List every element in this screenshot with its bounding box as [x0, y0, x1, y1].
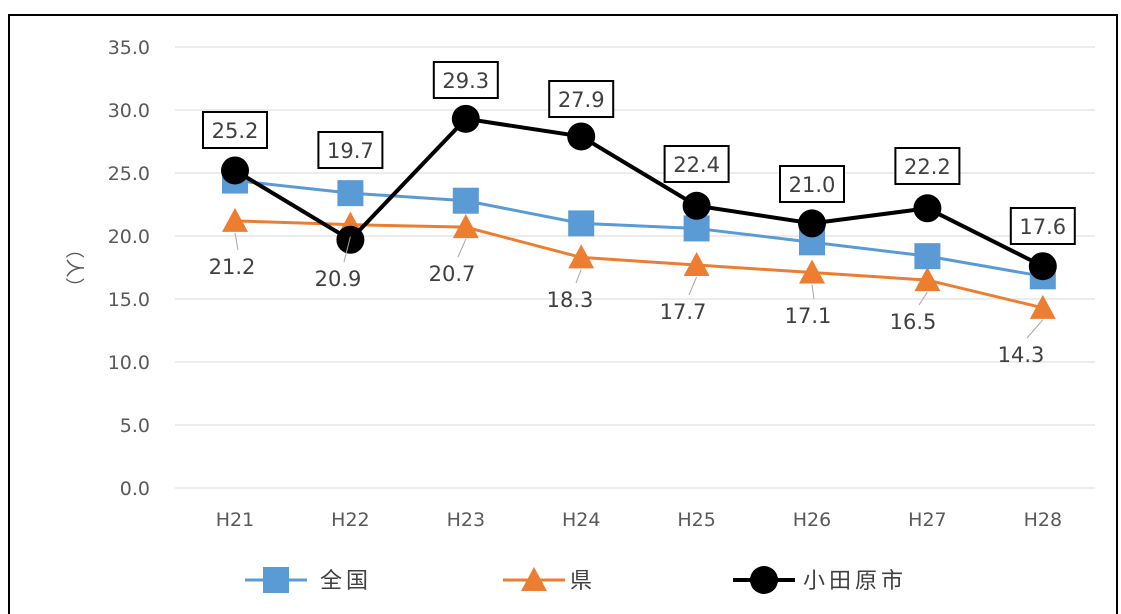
series-1-point: [914, 267, 941, 292]
legend-label-1: 県: [570, 569, 596, 594]
series-2-point: [567, 122, 596, 151]
city-label-box: [894, 147, 961, 185]
series-2-point: [336, 225, 365, 254]
series-0-point: [914, 243, 941, 270]
series-1-point: [222, 207, 248, 232]
x-tick-label: H26: [793, 509, 831, 531]
legend-label-2: 小田原市: [803, 569, 907, 594]
leader-line: [457, 238, 467, 258]
legend-marker-1: [521, 567, 547, 591]
series-1-point: [568, 244, 595, 269]
series-2-point: [451, 104, 480, 133]
pref-data-label: 20.7: [429, 262, 476, 286]
series-line-2: [233, 116, 1044, 269]
city-data-label: 29.3: [442, 69, 489, 93]
x-tick-label: H28: [1024, 509, 1062, 531]
x-tick-label: H27: [908, 509, 946, 531]
city-label-box: [548, 80, 615, 118]
x-tick-label: H25: [677, 509, 715, 531]
series-2-point: [682, 191, 711, 220]
series-line-0: [234, 179, 1044, 278]
city-label-box: [663, 145, 730, 183]
leader-line: [1026, 319, 1044, 339]
y-tick-label: 10.0: [108, 352, 150, 374]
leader-line: [688, 276, 698, 296]
city-data-label: 22.4: [673, 153, 720, 177]
legend-label-0: 全国: [320, 569, 372, 594]
y-tick-label: 30.0: [108, 100, 150, 122]
legend-marker-2: [750, 566, 778, 594]
series-2-point: [798, 209, 826, 238]
series-2-point: [913, 194, 942, 223]
city-label-box: [317, 131, 384, 169]
pref-data-label: 17.7: [660, 300, 707, 324]
city-label-box: [432, 61, 499, 99]
leader-line: [811, 284, 815, 300]
series-0-point: [683, 215, 710, 242]
x-tick-label: H22: [331, 509, 369, 531]
series-line-1: [234, 219, 1044, 310]
city-label-box: [1009, 207, 1076, 245]
pref-data-label: 21.2: [209, 255, 256, 279]
city-label-box: [779, 165, 845, 203]
series-0-point: [337, 180, 364, 207]
y-tick-label: 25.0: [108, 163, 150, 185]
pref-data-label: 20.9: [315, 267, 362, 291]
x-tick-label: H23: [447, 509, 485, 531]
y-tick-label: 15.0: [108, 289, 150, 311]
pref-data-label: 16.5: [890, 310, 937, 334]
leader-line: [918, 291, 928, 306]
city-data-label: 19.7: [327, 139, 374, 163]
series-1-point: [799, 259, 825, 284]
series-0-point: [568, 210, 595, 237]
series-1-point: [683, 251, 710, 276]
x-tick-label: H21: [216, 509, 254, 531]
pref-data-label: 18.3: [547, 288, 594, 312]
series-0-point: [452, 187, 479, 214]
city-data-label: 17.6: [1019, 215, 1066, 239]
leader-line: [343, 236, 351, 263]
y-tick-label: 0.0: [120, 478, 150, 500]
series-1-point: [1029, 294, 1056, 319]
pref-data-label: 17.1: [785, 304, 832, 328]
pref-data-label: 14.3: [998, 343, 1045, 367]
y-axis-title: （人）: [63, 239, 85, 296]
series-2-point: [1028, 252, 1057, 281]
y-tick-label: 35.0: [108, 37, 150, 59]
city-data-label: 22.2: [904, 155, 951, 179]
y-tick-label: 5.0: [120, 415, 150, 437]
city-label-box: [202, 111, 268, 149]
city-data-label: 25.2: [212, 119, 259, 143]
city-data-label: 27.9: [558, 88, 605, 112]
city-data-label: 21.0: [789, 173, 836, 197]
series-1-point: [452, 214, 479, 239]
leader-line: [575, 269, 582, 284]
series-2-point: [221, 156, 249, 185]
legend-marker-0: [263, 567, 289, 593]
x-tick-label: H24: [562, 509, 600, 531]
leader-line: [234, 232, 239, 251]
y-tick-label: 20.0: [108, 226, 150, 248]
